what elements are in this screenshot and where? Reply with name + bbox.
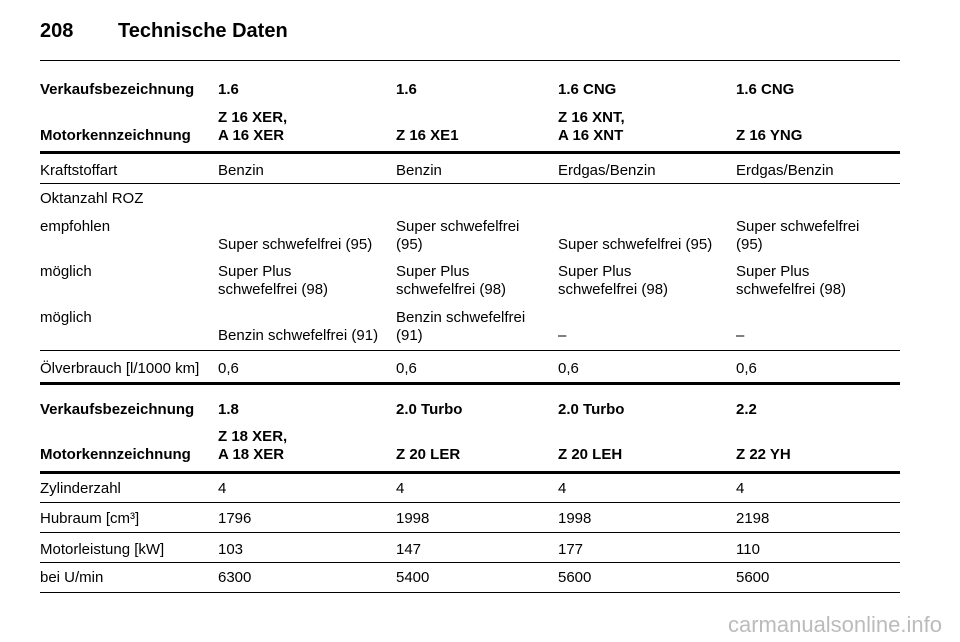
cell: 4 bbox=[558, 480, 567, 497]
cell: 6300 bbox=[218, 569, 252, 586]
cell: Benzin schwefelfrei (91) bbox=[396, 309, 526, 344]
cell: Z 16 XE1 bbox=[396, 127, 459, 144]
cell: Z 16 XNT, A 16 XNT bbox=[558, 109, 625, 144]
watermark: carmanualsonline.info bbox=[727, 612, 942, 637]
header-rule bbox=[40, 60, 900, 61]
row-label: Ölverbrauch [l/1000 km] bbox=[40, 360, 200, 377]
cell: 2.0 Turbo bbox=[558, 401, 625, 418]
cell: 1.6 CNG bbox=[558, 81, 617, 98]
page-number: 208 bbox=[40, 20, 74, 42]
cell: 2.2 bbox=[736, 401, 757, 418]
cell: Z 16 XER, A 16 XER bbox=[218, 109, 288, 144]
row-label: Verkaufsbezeichnung bbox=[40, 81, 195, 98]
table-rule bbox=[40, 382, 900, 385]
table-rule bbox=[40, 350, 900, 351]
row-label: möglich bbox=[40, 263, 92, 280]
table-rule bbox=[40, 562, 900, 563]
cell: 1998 bbox=[558, 510, 592, 527]
cell: Z 18 XER, A 18 XER bbox=[218, 428, 288, 463]
cell: 1.6 CNG bbox=[736, 81, 795, 98]
table-rule bbox=[40, 183, 900, 184]
row-label: Motorkennzeichnung bbox=[40, 127, 191, 144]
cell: 5600 bbox=[558, 569, 592, 586]
row-label: Oktanzahl ROZ bbox=[40, 190, 144, 207]
cell: Benzin bbox=[218, 162, 264, 179]
cell: – bbox=[558, 327, 567, 344]
row-label: Hubraum [cm³] bbox=[40, 510, 140, 527]
cell: Super schwefelfrei (95) bbox=[736, 218, 860, 253]
cell: 0,6 bbox=[396, 360, 417, 377]
cell: 4 bbox=[218, 480, 227, 497]
cell: Super schwefelfrei (95) bbox=[218, 236, 373, 253]
row-label: Motorkennzeichnung bbox=[40, 446, 191, 463]
cell: 0,6 bbox=[558, 360, 579, 377]
cell: 1.6 bbox=[396, 81, 417, 98]
cell: 4 bbox=[396, 480, 405, 497]
cell: 4 bbox=[736, 480, 745, 497]
cell: 1796 bbox=[218, 510, 252, 527]
cell: 177 bbox=[558, 541, 584, 558]
cell: Super Plus schwefelfrei (98) bbox=[736, 263, 847, 298]
cell: Erdgas/Benzin bbox=[558, 162, 656, 179]
cell: Z 20 LEH bbox=[558, 446, 623, 463]
page-title: Technische Daten bbox=[118, 20, 288, 42]
cell: 1.6 bbox=[218, 81, 239, 98]
cell: 103 bbox=[218, 541, 244, 558]
row-label: Kraftstoffart bbox=[40, 162, 118, 179]
cell: Z 16 YNG bbox=[736, 127, 803, 144]
cell: 0,6 bbox=[218, 360, 239, 377]
cell: 5600 bbox=[736, 569, 770, 586]
cell: Super Plus schwefelfrei (98) bbox=[218, 263, 329, 298]
cell: 0,6 bbox=[736, 360, 757, 377]
cell: Z 20 LER bbox=[396, 446, 461, 463]
cell: Erdgas/Benzin bbox=[736, 162, 834, 179]
cell: 2.0 Turbo bbox=[396, 401, 463, 418]
table-rule bbox=[40, 532, 900, 533]
table-rule bbox=[40, 502, 900, 503]
cell: Super Plus schwefelfrei (98) bbox=[558, 263, 669, 298]
table-rule bbox=[40, 471, 900, 474]
cell: Benzin schwefelfrei (91) bbox=[218, 327, 379, 344]
cell: Benzin bbox=[396, 162, 442, 179]
table-rule bbox=[40, 151, 900, 154]
cell: Super schwefelfrei (95) bbox=[396, 218, 520, 253]
row-label: bei U/min bbox=[40, 569, 104, 586]
cell: 110 bbox=[736, 541, 760, 558]
cell: 147 bbox=[396, 541, 422, 558]
cell: Super schwefelfrei (95) bbox=[558, 236, 713, 253]
cell: 1998 bbox=[396, 510, 430, 527]
cell: 1.8 bbox=[218, 401, 239, 418]
cell: Z 22 YH bbox=[736, 446, 791, 463]
row-label: Zylinderzahl bbox=[40, 480, 121, 497]
cell: 2198 bbox=[736, 510, 770, 527]
table-rule bbox=[40, 592, 900, 593]
cell: Super Plus schwefelfrei (98) bbox=[396, 263, 507, 298]
row-label: Verkaufsbezeichnung bbox=[40, 401, 195, 418]
cell: 5400 bbox=[396, 569, 430, 586]
row-label: möglich bbox=[40, 309, 92, 326]
cell: – bbox=[736, 327, 745, 344]
row-label: Motorleistung [kW] bbox=[40, 541, 165, 558]
row-label: empfohlen bbox=[40, 218, 111, 235]
